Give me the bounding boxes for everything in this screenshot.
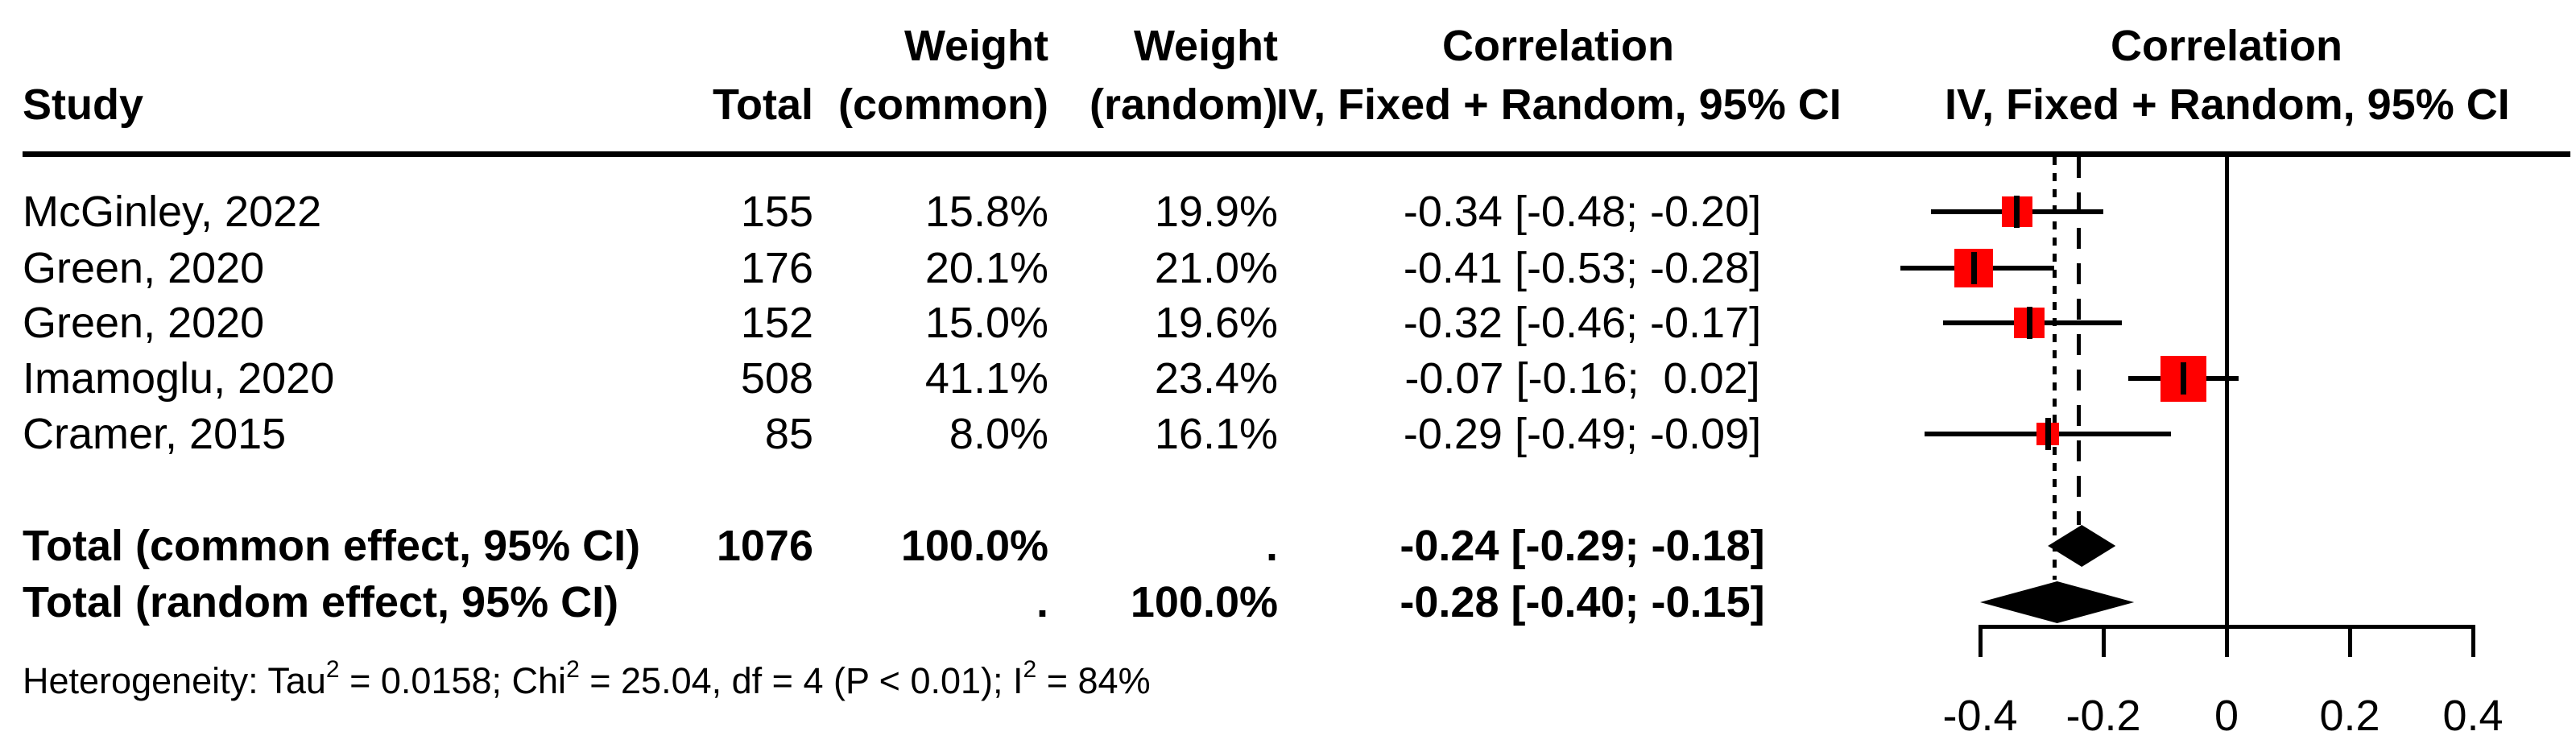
ci-value: -0.07 [-0.16; 0.02] [1404,354,1760,403]
header-common-paren: (common) [838,81,1048,129]
random-effect-reference-line [2052,157,2057,580]
x-axis-tick [1979,625,1983,657]
header-total: Total [713,81,813,129]
point-estimate-tick [2014,196,2020,228]
total-common-ci: -0.24 [-0.29; -0.18] [1400,522,1765,570]
point-estimate-tick [2026,307,2032,339]
header-ci-method-plot: IV, Fixed + Random, 95% CI [1945,81,2510,129]
axis-tick-label: -0.4 [1942,692,2018,740]
weight-common: 8.0% [949,410,1048,458]
total-common-n: 1076 [716,522,813,570]
study-total: 176 [740,244,813,292]
header-ci-method-table: IV, Fixed + Random, 95% CI [1276,81,1842,129]
study-total: 85 [764,410,813,458]
weight-common: 41.1% [924,354,1048,403]
header-correlation-table: Correlation [1441,22,1675,70]
common-effect-reference-line [2077,157,2082,525]
x-axis-tick [2102,625,2106,657]
header-correlation-plot: Correlation [2110,22,2343,70]
study-name: Imamoglu, 2020 [23,354,335,403]
header-rule [23,151,2570,157]
x-axis-tick [2348,625,2352,657]
common-effect-diamond [2048,525,2116,567]
axis-tick-label: 0 [2214,692,2239,740]
study-name: Green, 2020 [23,299,265,347]
ci-value: -0.34 [-0.48; -0.20] [1403,188,1762,236]
header-random-paren: (random) [1090,81,1278,129]
axis-tick-label: 0.4 [2442,692,2504,740]
total-random-wc: . [1036,578,1048,626]
study-name: Green, 2020 [23,244,265,292]
header-study: Study [23,81,144,129]
point-estimate-tick [2180,362,2186,395]
total-random-label: Total (random effect, 95% CI) [23,578,619,626]
total-random-wr: 100.0% [1130,578,1278,626]
axis-tick-label: -0.2 [2065,692,2141,740]
random-effect-diamond [1980,581,2135,623]
weight-random: 16.1% [1154,410,1278,458]
weight-random: 23.4% [1154,354,1278,403]
point-estimate-tick [2045,418,2051,450]
study-name: Cramer, 2015 [23,410,287,458]
axis-tick-label: 0.2 [2319,692,2380,740]
weight-random: 19.9% [1154,188,1278,236]
x-axis-tick [2225,625,2229,657]
header-weight-random: Weight [1134,22,1278,70]
header-weight-common: Weight [904,22,1048,70]
weight-random: 21.0% [1154,244,1278,292]
x-axis-tick [2471,625,2475,657]
total-common-label: Total (common effect, 95% CI) [23,522,641,570]
weight-random: 19.6% [1154,299,1278,347]
point-estimate-tick [1970,252,1977,284]
study-total: 152 [740,299,813,347]
zero-line [2225,157,2229,629]
weight-common: 15.8% [924,188,1048,236]
ci-value: -0.29 [-0.49; -0.09] [1403,410,1762,458]
study-total: 508 [740,354,813,403]
weight-common: 15.0% [924,299,1048,347]
weight-common: 20.1% [924,244,1048,292]
study-name: McGinley, 2022 [23,188,322,236]
heterogeneity-text: Heterogeneity: Tau2 = 0.0158; Chi2 = 25.… [23,656,1151,701]
study-total: 155 [740,188,813,236]
ci-value: -0.41 [-0.53; -0.28] [1403,244,1762,292]
total-common-wr: . [1265,522,1278,570]
ci-value: -0.32 [-0.46; -0.17] [1403,299,1762,347]
total-common-wc: 100.0% [900,522,1048,570]
total-random-ci: -0.28 [-0.40; -0.15] [1400,578,1765,626]
